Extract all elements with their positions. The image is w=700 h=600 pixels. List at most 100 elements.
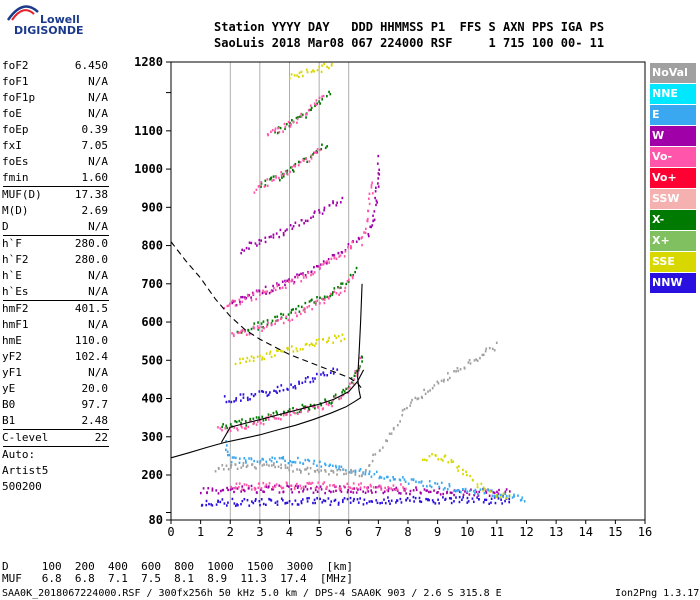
echo-point xyxy=(313,265,315,269)
echo-point xyxy=(297,160,300,164)
echo-point xyxy=(237,504,239,507)
echo-point xyxy=(288,499,291,503)
echo-point xyxy=(332,471,335,474)
echo-point xyxy=(338,467,340,471)
echo-point xyxy=(250,488,253,491)
echo-point xyxy=(432,500,435,504)
echo-point xyxy=(335,466,338,469)
echo-point xyxy=(446,490,448,494)
echo-point xyxy=(258,242,261,245)
echo-point xyxy=(367,490,370,493)
echo-point xyxy=(326,340,328,344)
echo-point xyxy=(312,69,314,72)
echo-point xyxy=(307,472,310,476)
echo-point xyxy=(208,502,210,506)
echo-point xyxy=(326,94,328,98)
echo-point xyxy=(409,499,411,502)
echo-point xyxy=(368,500,371,503)
echo-point xyxy=(280,317,282,320)
echo-point xyxy=(389,479,392,482)
param-name: hmF1 xyxy=(2,318,29,331)
param-name: h`Es xyxy=(2,285,29,298)
echo-point xyxy=(237,331,240,335)
echo-point xyxy=(466,501,469,504)
echo-point xyxy=(262,320,265,323)
echo-point xyxy=(448,496,451,500)
echo-point xyxy=(272,463,275,467)
echo-point xyxy=(310,216,312,220)
echo-point xyxy=(300,112,302,116)
y-tick-label: 600 xyxy=(141,315,163,329)
echo-point xyxy=(462,468,464,472)
echo-point xyxy=(366,219,368,222)
echo-point xyxy=(256,290,259,293)
echo-point xyxy=(308,300,311,303)
echo-point xyxy=(462,472,464,476)
echo-point xyxy=(207,487,210,490)
echo-point xyxy=(263,327,265,330)
echo-point xyxy=(349,496,352,500)
echo-point xyxy=(310,70,313,74)
param-row: B1 2.48 xyxy=(0,413,112,429)
param-separator xyxy=(3,186,109,187)
echo-point xyxy=(243,489,246,493)
echo-point xyxy=(205,499,208,503)
echo-point xyxy=(448,376,451,380)
echo-point xyxy=(291,318,294,322)
echo-point xyxy=(321,95,323,98)
echo-point xyxy=(292,386,295,389)
echo-point xyxy=(317,406,320,409)
echo-point xyxy=(450,458,453,462)
echo-point xyxy=(323,209,325,212)
echo-point xyxy=(267,321,269,324)
legend-item-vo: Vo- xyxy=(650,147,696,167)
echo-point xyxy=(297,503,300,506)
echo-point xyxy=(306,219,309,223)
param-name: yF2 xyxy=(2,350,22,363)
echo-point xyxy=(315,485,318,489)
echo-point xyxy=(238,457,241,460)
echo-point xyxy=(520,498,523,501)
echo-traces xyxy=(199,62,526,507)
echo-point xyxy=(359,497,361,500)
echo-point xyxy=(349,245,352,248)
echo-point xyxy=(211,487,214,490)
echo-point xyxy=(304,219,307,223)
echo-point xyxy=(324,398,326,401)
echo-point xyxy=(222,488,225,492)
param-row: h`Es N/A xyxy=(0,284,112,300)
echo-point xyxy=(296,486,299,490)
param-value: 7.05 xyxy=(81,139,109,152)
echo-point xyxy=(504,490,507,493)
echo-point xyxy=(260,487,263,490)
echo-point xyxy=(497,497,500,500)
echo-point xyxy=(476,359,479,362)
echo-point xyxy=(222,423,224,426)
echo-point xyxy=(387,485,390,489)
echo-point xyxy=(464,490,466,493)
echo-point xyxy=(322,94,325,98)
echo-point xyxy=(244,297,247,301)
echo-point xyxy=(233,490,235,494)
echo-point xyxy=(346,279,349,283)
echo-point xyxy=(265,485,268,489)
echo-point xyxy=(297,75,300,79)
echo-point xyxy=(378,476,381,480)
echo-point xyxy=(292,350,295,353)
echo-point xyxy=(226,304,229,308)
echo-point xyxy=(375,486,377,489)
echo-point xyxy=(214,470,217,473)
echo-point xyxy=(405,499,407,502)
echo-point xyxy=(349,382,351,385)
echo-point xyxy=(482,489,485,492)
echo-point xyxy=(375,186,377,189)
echo-point xyxy=(271,289,274,293)
echo-point xyxy=(217,426,219,429)
echo-point xyxy=(270,235,272,238)
echo-point xyxy=(377,177,380,180)
echo-point xyxy=(343,485,345,488)
echo-point xyxy=(259,419,262,422)
echo-point xyxy=(282,490,285,493)
echo-point xyxy=(282,231,285,235)
echo-point xyxy=(273,462,275,465)
